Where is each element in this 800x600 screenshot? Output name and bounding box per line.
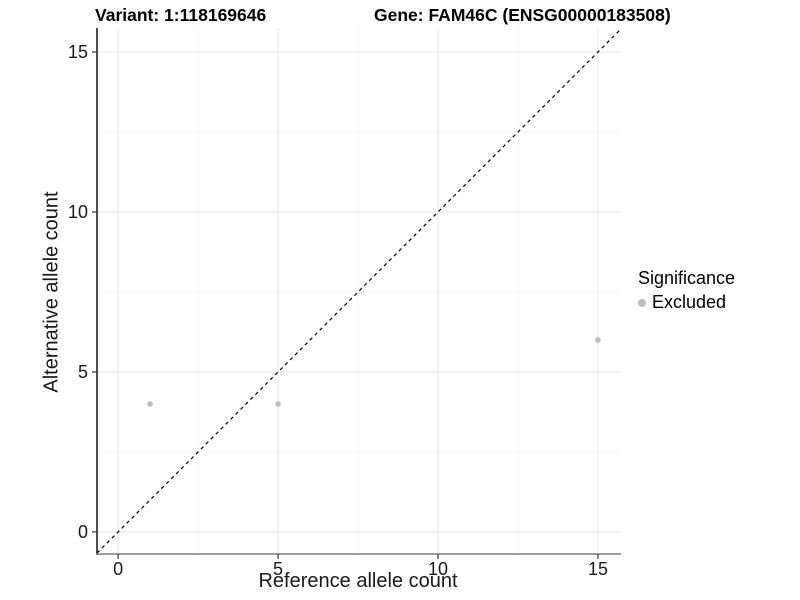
legend: Significance Excluded [638, 268, 735, 313]
y-tick-label: 5 [78, 362, 88, 382]
plot-title-gene: Gene: FAM46C (ENSG00000183508) [374, 5, 671, 25]
identity-reference-line [96, 28, 622, 554]
data-point [147, 401, 153, 407]
y-tick-label: 15 [68, 42, 88, 62]
x-tick-label: 5 [273, 559, 283, 579]
plot-title-variant: Variant: 1:118169646 [95, 5, 267, 25]
y-tick-label: 10 [68, 202, 88, 222]
legend-entry-label: Excluded [652, 292, 727, 312]
data-point [275, 401, 281, 407]
x-axis-title: Reference allele count [258, 570, 458, 592]
y-tick-label: 0 [78, 522, 88, 542]
y-axis-title: Alternative allele count [40, 191, 63, 393]
x-tick-label: 0 [113, 559, 123, 579]
legend-title: Significance [638, 268, 736, 288]
legend-entry: Excluded [638, 292, 735, 313]
x-tick-label: 15 [588, 559, 608, 579]
data-point [595, 337, 601, 343]
x-tick-label: 10 [428, 559, 448, 579]
legend-entries: Excluded [638, 292, 735, 313]
legend-key-dot [638, 298, 646, 307]
